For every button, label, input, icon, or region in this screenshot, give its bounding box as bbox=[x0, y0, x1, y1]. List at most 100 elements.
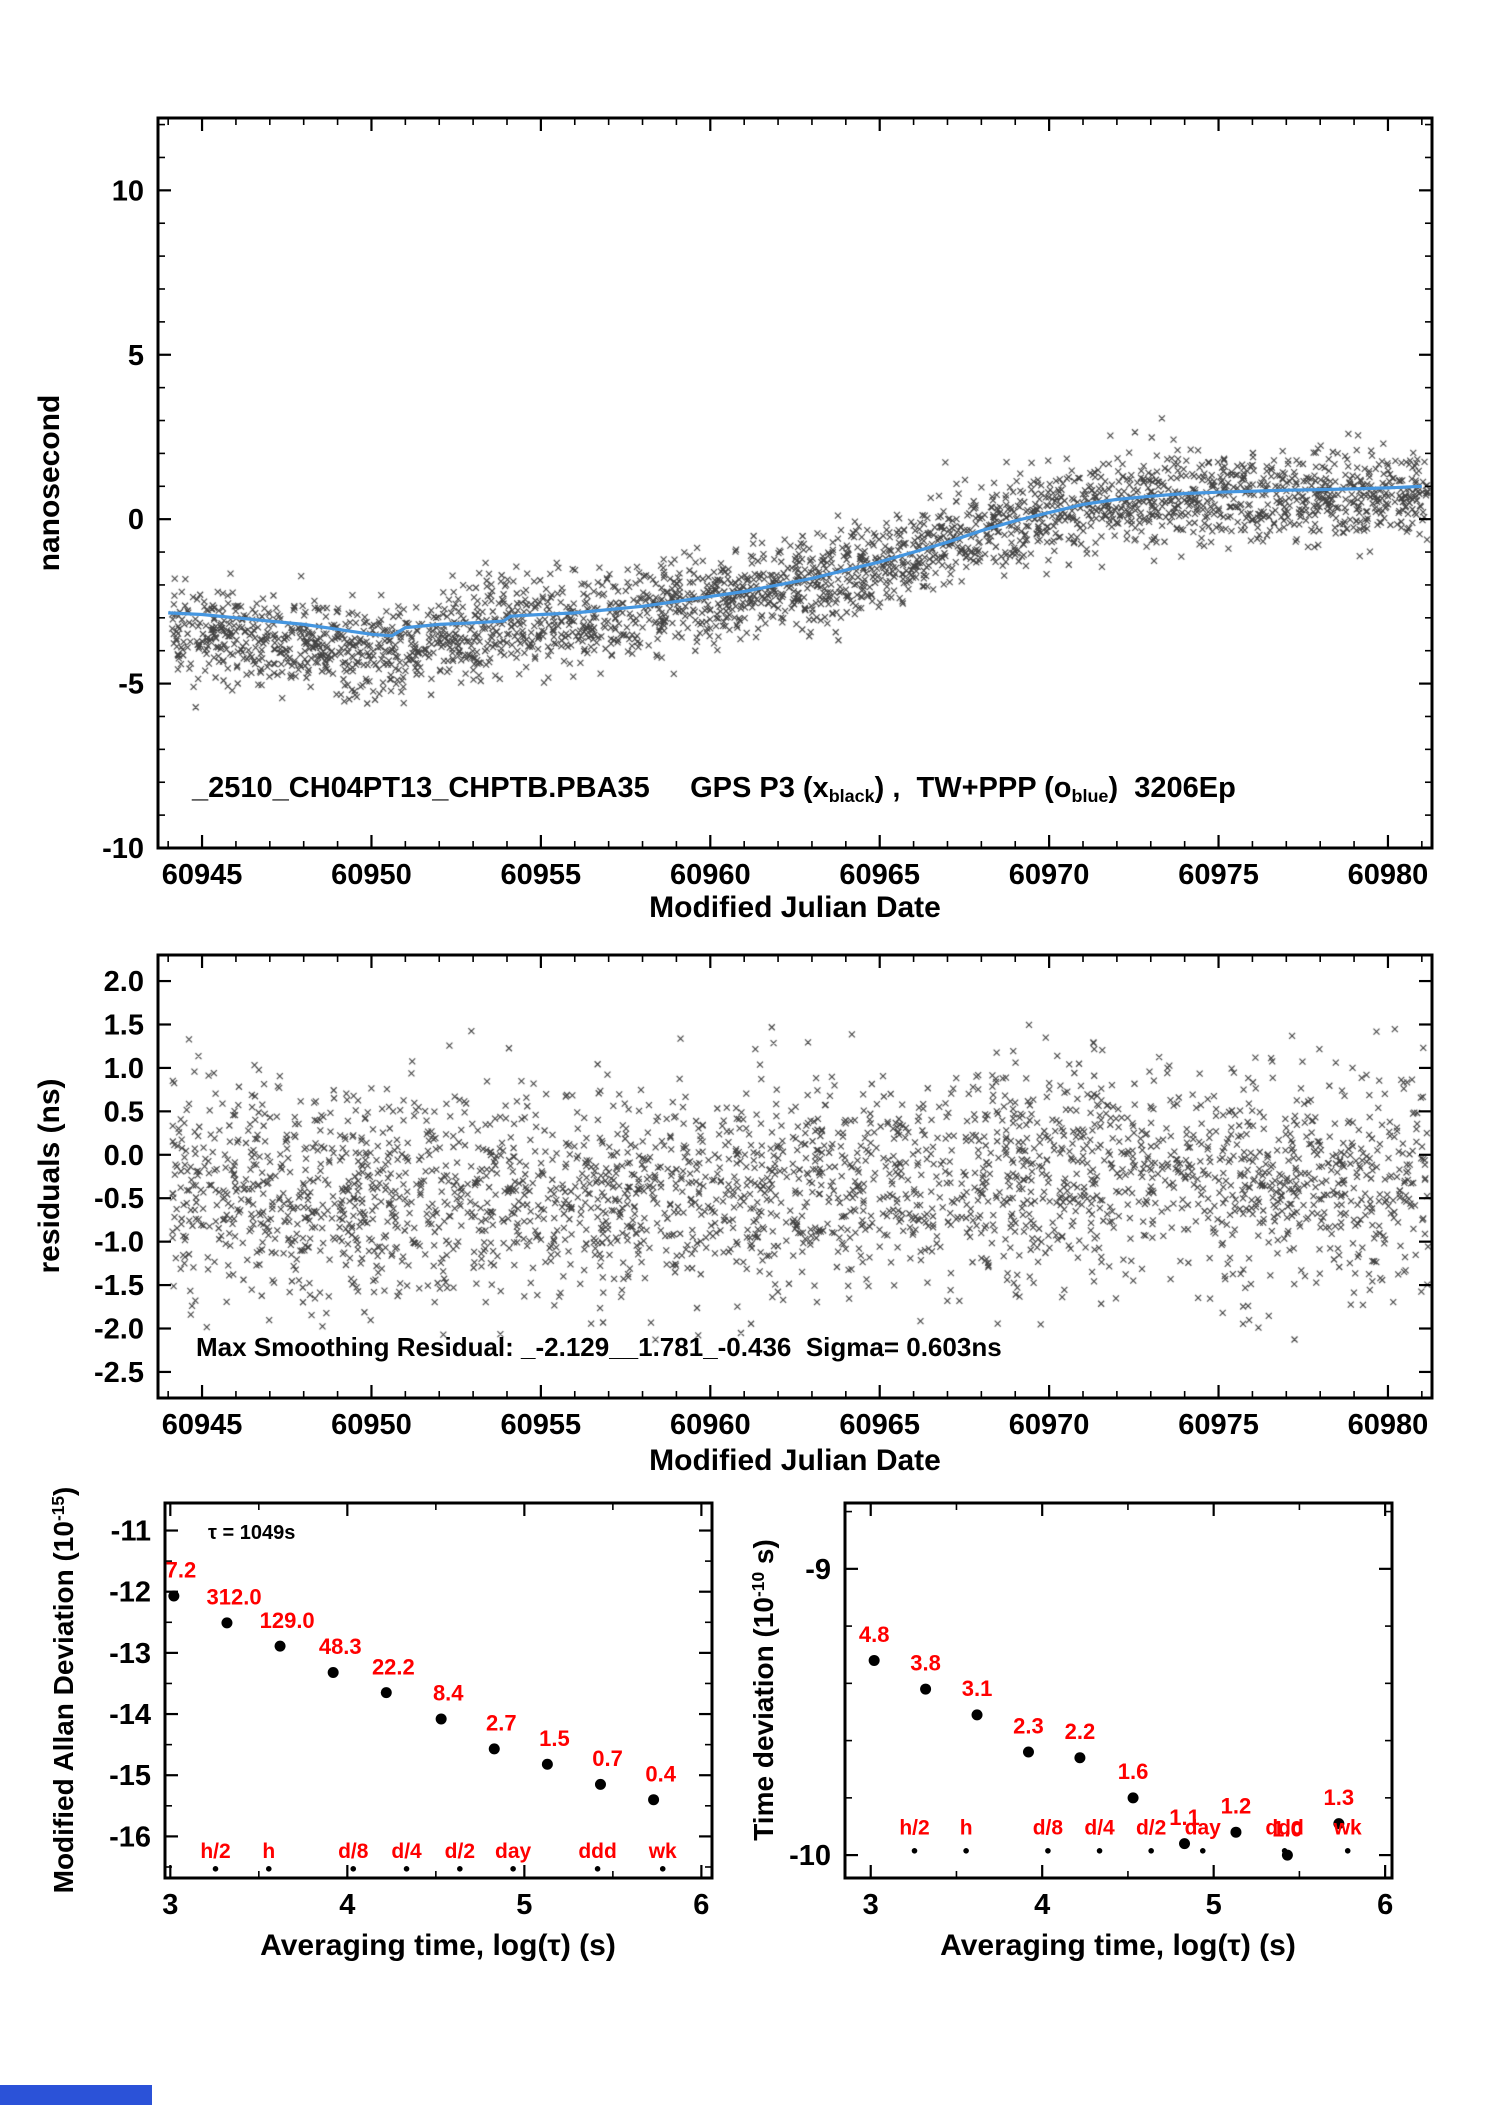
tau-marker-dot bbox=[1199, 1848, 1206, 1854]
x-tick-label: 60945 bbox=[162, 859, 243, 891]
tdev-y-axis-title: Time deviation (10-10 s) bbox=[748, 1539, 780, 1841]
x-tick-label: 3 bbox=[863, 1889, 879, 1921]
text-segment: Time deviation (10 bbox=[748, 1596, 779, 1841]
y-tick-label: -0.5 bbox=[94, 1183, 144, 1215]
residuals-annotation: Max Smoothing Residual: _-2.129__1.781_-… bbox=[196, 1332, 1002, 1362]
deviation-value-label: 4.8 bbox=[859, 1622, 890, 1647]
y-tick-label: -14 bbox=[109, 1699, 151, 1731]
deviation-value-label: 1.0 bbox=[1272, 1816, 1303, 1841]
tau-marker-dot bbox=[1096, 1848, 1103, 1854]
tw-ppp-smoothed-line bbox=[168, 484, 1422, 638]
residuals-x-axis-title: Modified Julian Date bbox=[649, 1444, 941, 1477]
x-tick-label: 4 bbox=[339, 1889, 355, 1921]
y-tick-label: -10 bbox=[102, 833, 144, 865]
x-tick-label: 60960 bbox=[670, 859, 751, 891]
deviation-value-label: 1.6 bbox=[1118, 1759, 1149, 1784]
y-tick-label: -13 bbox=[109, 1638, 151, 1670]
deviation-value-label: 1.2 bbox=[1221, 1794, 1252, 1819]
tau-scale-label: d/8 bbox=[338, 1840, 369, 1863]
y-tick-label: 0.0 bbox=[104, 1140, 144, 1172]
tau-marker-dot bbox=[1344, 1848, 1351, 1854]
tau-marker-dot bbox=[212, 1866, 219, 1872]
mdev-x-axis-title: Averaging time, log(τ) (s) bbox=[260, 1929, 616, 1962]
y-tick-label: -2.0 bbox=[94, 1314, 144, 1346]
text-segment: ) , TW+PPP (o bbox=[874, 772, 1072, 804]
x-tick-label: 5 bbox=[1206, 1889, 1222, 1921]
plot-border bbox=[156, 116, 1434, 850]
tau-scale-label: ddd bbox=[578, 1840, 616, 1863]
y-tick-label: -1.0 bbox=[94, 1227, 144, 1259]
y-tick-label: 2.0 bbox=[104, 966, 144, 998]
tau-marker-dot bbox=[1281, 1848, 1288, 1854]
deviation-value-label: 0.4 bbox=[645, 1761, 676, 1786]
deviation-point bbox=[274, 1640, 286, 1652]
bottom-blue-bar bbox=[0, 2085, 152, 2105]
deviation-value-label: 7.2 bbox=[166, 1558, 197, 1583]
tau-scale-label: day bbox=[1185, 1816, 1222, 1839]
tau-marker-dot bbox=[403, 1866, 410, 1872]
deviation-value-label: 22.2 bbox=[372, 1654, 415, 1679]
deviation-point bbox=[971, 1709, 983, 1721]
x-tick-label: 60965 bbox=[839, 859, 920, 891]
deviation-point bbox=[168, 1590, 180, 1602]
panel-time-deviation: 3 4 5 6 -9 -10 4.8 3.8 3.1 2.3 2.2 1.6 1.1 1.2 1.0 1.3 h… bbox=[789, 1501, 1394, 1921]
y-tick-label: -15 bbox=[109, 1760, 151, 1792]
x-tick-label: 60980 bbox=[1348, 859, 1429, 891]
y-tick-label: -12 bbox=[109, 1577, 151, 1609]
deviation-value-label: 48.3 bbox=[319, 1634, 362, 1659]
y-tick-label: 1.5 bbox=[104, 1009, 144, 1041]
tau-marker-dot bbox=[911, 1848, 918, 1854]
x-tick-label: 5 bbox=[516, 1889, 532, 1921]
deviation-value-label: 2.7 bbox=[486, 1711, 517, 1736]
tau-marker-dot bbox=[963, 1848, 969, 1854]
x-tick-label: 60970 bbox=[1009, 1409, 1090, 1441]
tau-annotation: τ = 1049s bbox=[208, 1522, 296, 1544]
x-tick-label: 60955 bbox=[501, 859, 582, 891]
x-tick-label: 6 bbox=[1377, 1889, 1393, 1921]
deviation-point bbox=[1179, 1838, 1191, 1850]
tau-scale-label: d/4 bbox=[391, 1840, 422, 1863]
x-tick-label: 60975 bbox=[1178, 859, 1259, 891]
tau-marker-dot bbox=[457, 1866, 463, 1872]
top-x-axis-title: Modified Julian Date bbox=[649, 891, 941, 924]
tau-scale-label: d/8 bbox=[1033, 1816, 1064, 1839]
y-tick-label: -16 bbox=[109, 1821, 151, 1853]
deviation-value-label: 2.3 bbox=[1013, 1713, 1044, 1738]
tau-marker-dot bbox=[510, 1866, 516, 1872]
deviation-value-label: 2.2 bbox=[1065, 1719, 1096, 1744]
deviation-value-label: 312.0 bbox=[207, 1585, 262, 1610]
text-segment: ) bbox=[48, 1486, 79, 1496]
plot-border bbox=[843, 1501, 1394, 1880]
residuals-y-axis-title: residuals (ns) bbox=[33, 1078, 66, 1274]
y-tick-label: -10 bbox=[789, 1840, 831, 1872]
deviation-value-label: 1.3 bbox=[1324, 1785, 1355, 1810]
deviation-value-label: 1.5 bbox=[539, 1726, 570, 1751]
y-tick-label: -1.5 bbox=[94, 1270, 144, 1302]
tau-marker-dot bbox=[265, 1866, 272, 1872]
deviation-point bbox=[868, 1654, 880, 1666]
subscript-text: black bbox=[828, 786, 875, 807]
text-segment: ) 3206Ep bbox=[1108, 772, 1236, 804]
tau-marker-dot bbox=[1045, 1848, 1051, 1854]
deviation-value-label: 8.4 bbox=[433, 1681, 464, 1706]
deviation-point bbox=[380, 1687, 392, 1699]
tau-marker-dot bbox=[1148, 1848, 1154, 1854]
y-tick-label: -9 bbox=[805, 1554, 831, 1586]
y-tick-label: 0 bbox=[128, 504, 144, 536]
top-y-axis-title: nanosecond bbox=[33, 394, 66, 572]
deviation-point bbox=[1230, 1826, 1242, 1838]
top-chart-title: _2510_CH04PT13_CHPTB.PBA35 GPS P3 (xblac… bbox=[192, 772, 1236, 807]
deviation-point bbox=[920, 1683, 932, 1695]
deviation-point bbox=[648, 1794, 660, 1806]
tau-scale-label: wk bbox=[648, 1840, 677, 1863]
x-tick-label: 60945 bbox=[162, 1409, 243, 1441]
text-segment: Modified Allan Deviation (10 bbox=[48, 1521, 79, 1894]
x-tick-label: 60955 bbox=[501, 1409, 582, 1441]
tau-scale-label: d/2 bbox=[1136, 1816, 1166, 1839]
y-tick-label: 0.5 bbox=[104, 1096, 144, 1128]
deviation-point bbox=[488, 1743, 500, 1755]
tau-scale-label: d/2 bbox=[445, 1840, 475, 1863]
deviation-point bbox=[1333, 1818, 1345, 1830]
x-tick-label: 60965 bbox=[839, 1409, 920, 1441]
